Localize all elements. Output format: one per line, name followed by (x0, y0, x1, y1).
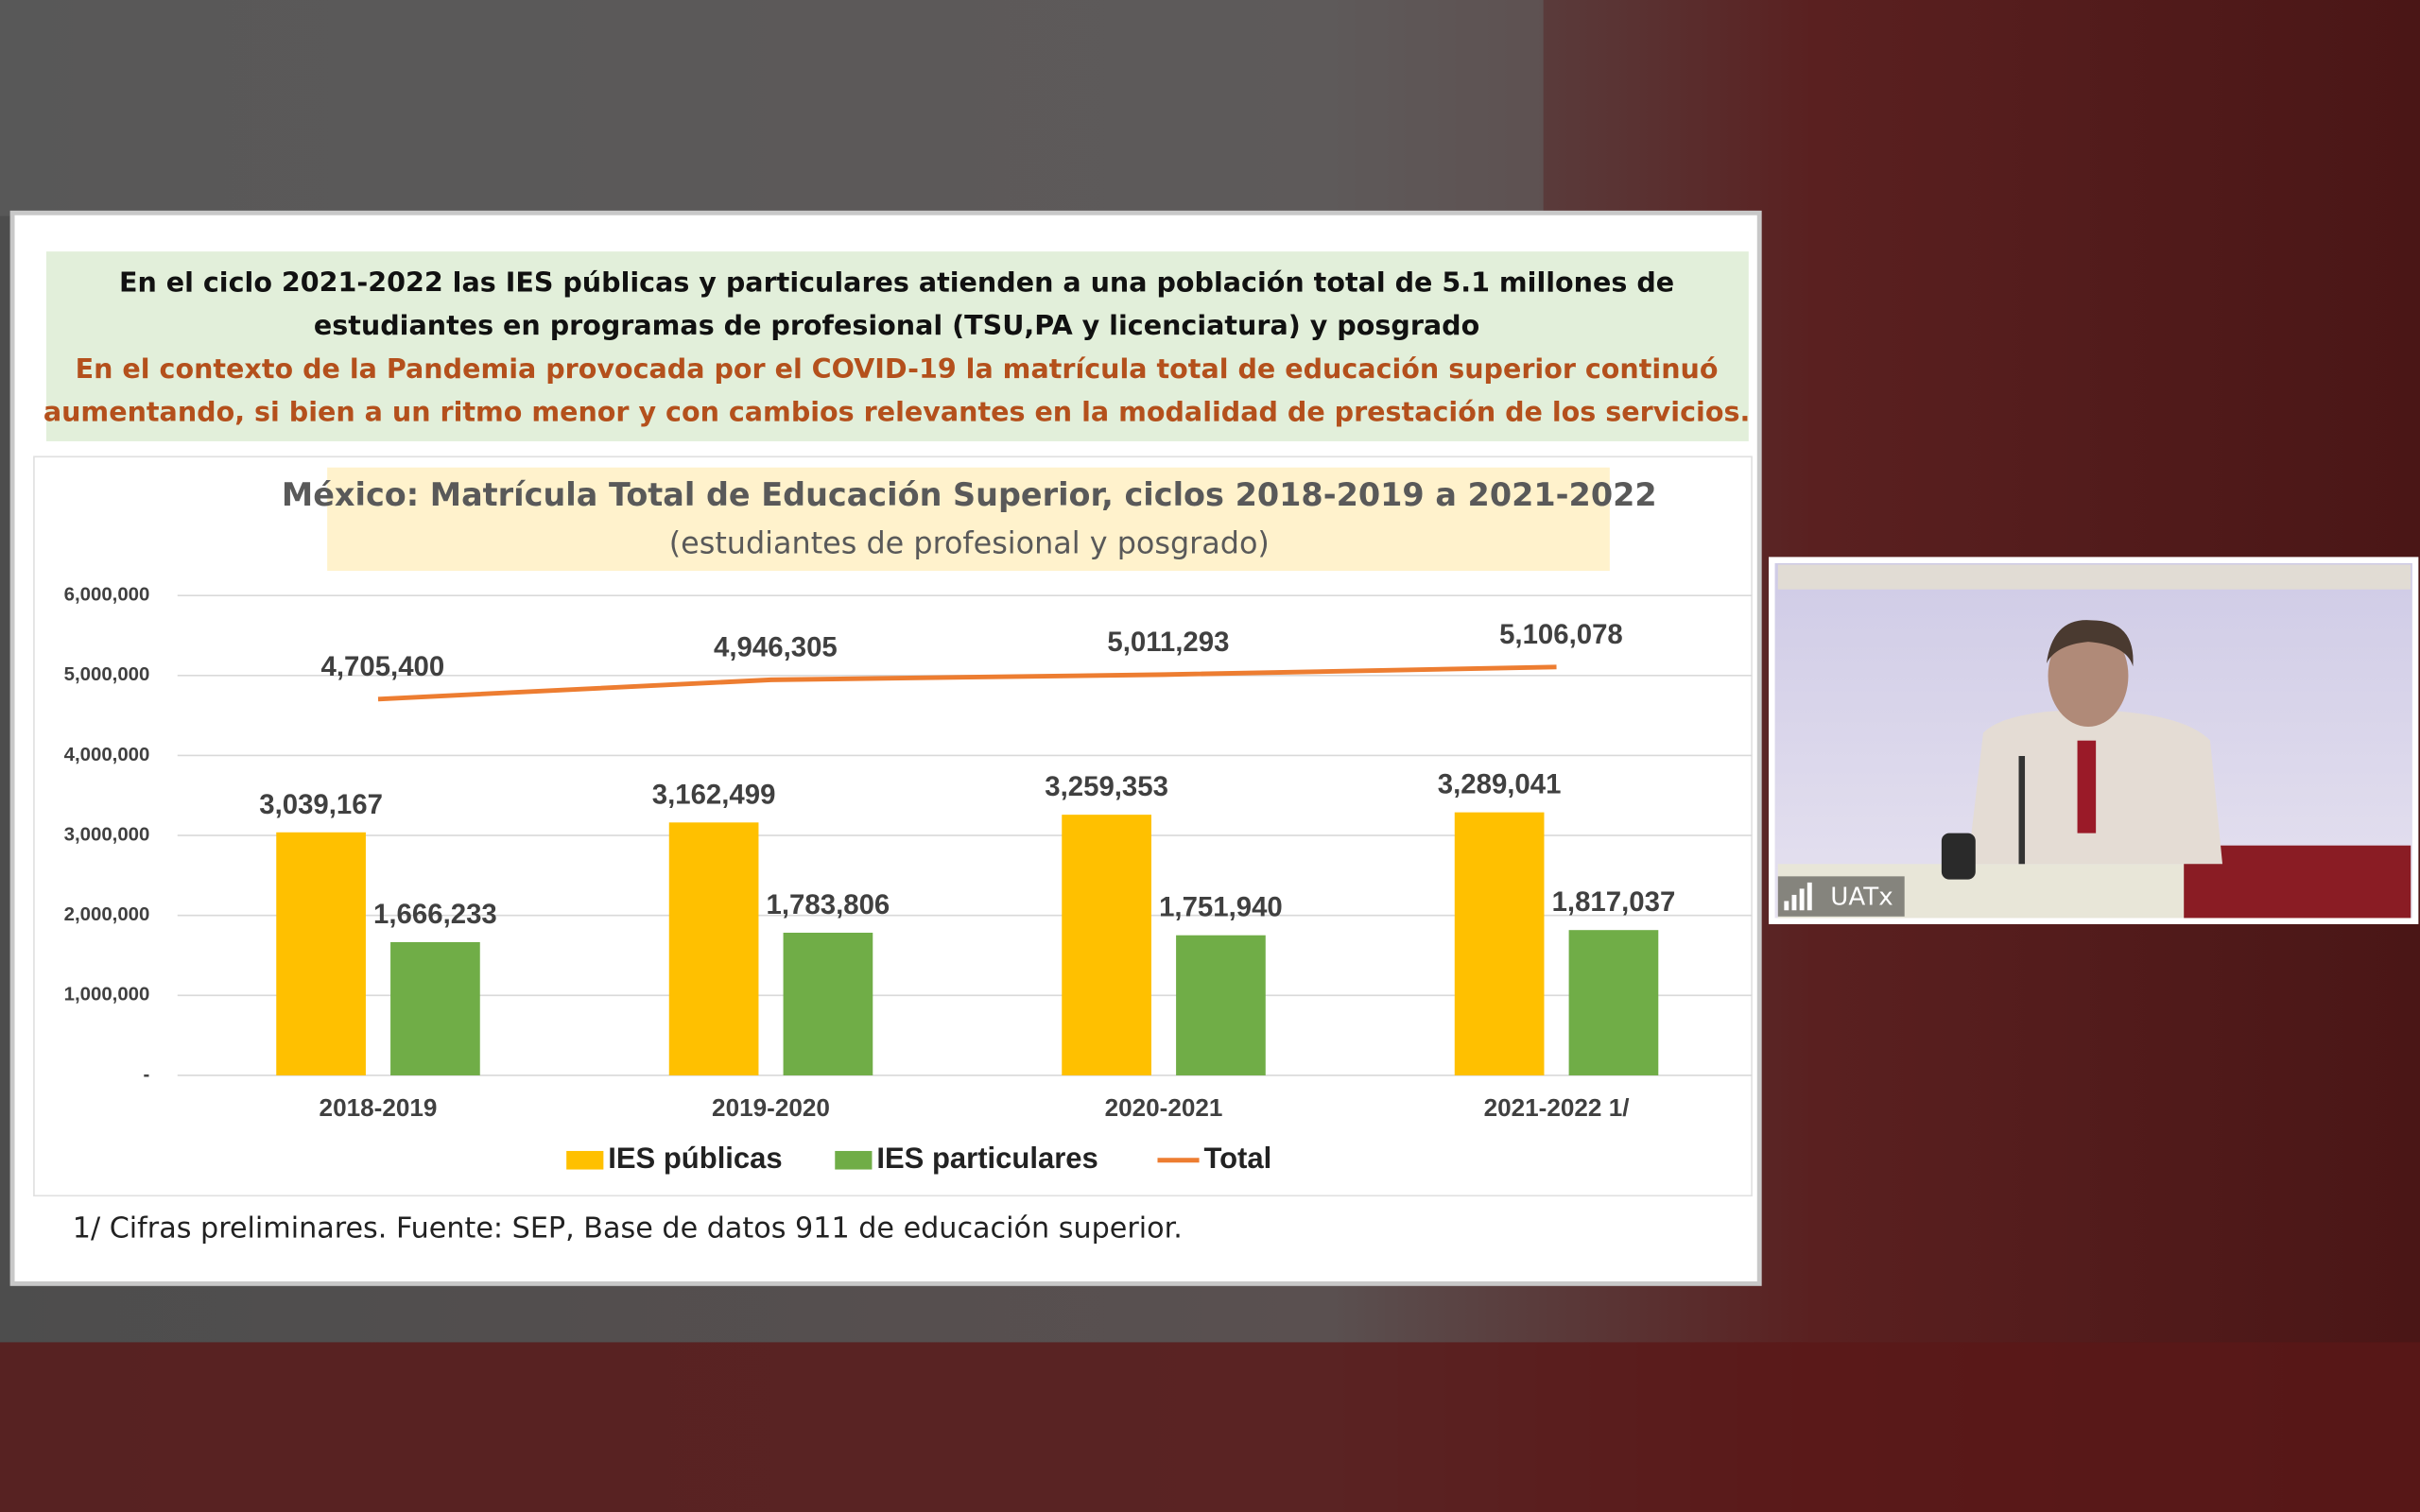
y-tick-label: 1,000,000 (64, 985, 150, 1005)
x-tick-label: 2020-2021 (1105, 1093, 1223, 1122)
data-label: 3,162,499 (652, 779, 776, 810)
video-person (2046, 620, 2134, 667)
legend-swatch (566, 1150, 604, 1170)
bar (276, 832, 366, 1075)
title-box (327, 467, 1610, 572)
bar (1062, 815, 1151, 1075)
y-tick-label: 5,000,000 (64, 664, 150, 685)
legend-label: IES públicas (608, 1142, 782, 1175)
y-tick-label: 6,000,000 (64, 585, 150, 606)
bar (783, 933, 873, 1075)
video-decor (1777, 564, 2411, 590)
line (377, 664, 1557, 702)
background-blur (0, 1342, 2420, 1512)
video-object (1941, 833, 1976, 880)
data-label: 5,106,078 (1499, 619, 1623, 650)
data-label: 3,289,041 (1438, 769, 1562, 800)
data-label: 3,259,353 (1045, 771, 1168, 802)
headline: En el ciclo 2021-2022 las IES públicas y… (119, 266, 1674, 298)
y-tick-label: 4,000,000 (64, 745, 150, 765)
y-tick-label: 2,000,000 (64, 904, 150, 925)
chart-subtitle: (estudiantes de profesional y posgrado) (669, 524, 1270, 560)
data-label: 3,039,167 (259, 789, 383, 820)
data-label: 1,783,806 (767, 889, 890, 920)
legend-label: Total (1203, 1142, 1271, 1175)
data-label: 4,705,400 (321, 651, 445, 682)
chart: - 1,000,000 2,000,000 3,000,000 4,000,000 5,0… (64, 585, 1753, 1175)
video-person (2077, 740, 2097, 833)
context: aumentando, si bien a un ritmo menor y c… (43, 396, 1750, 428)
signal-icon (1784, 882, 1812, 911)
data-label: 1,817,037 (1552, 886, 1676, 918)
bar (390, 941, 480, 1075)
x-tick-label: 2021-2022 1/ (1484, 1093, 1630, 1122)
data-label: 1,666,233 (373, 899, 497, 930)
headline: estudiantes en programas de profesional … (314, 309, 1479, 341)
legend-swatch (835, 1150, 873, 1170)
legend-label: IES particulares (876, 1142, 1098, 1175)
video-label-bg (1777, 876, 1905, 917)
data-label: 5,011,293 (1107, 627, 1229, 658)
data-label: 4,946,305 (714, 631, 838, 662)
x-tick-label: 2019-2020 (712, 1093, 830, 1122)
y-tick-label: 3,000,000 (64, 824, 150, 845)
video-label: UATx (1830, 884, 1893, 912)
bar (1176, 935, 1266, 1075)
bar (1568, 930, 1659, 1075)
background-blur (0, 0, 1544, 216)
video-object (2018, 756, 2026, 865)
data-label: 1,751,940 (1159, 892, 1283, 923)
video-person (2048, 625, 2129, 727)
chart-title: México: Matrícula Total de Educación Sup… (282, 476, 1657, 513)
footnote: 1/ Cifras preliminares. Fuente: SEP, Bas… (73, 1212, 1183, 1246)
bar (1454, 812, 1545, 1075)
x-tick-label: 2018-2019 (320, 1093, 438, 1122)
bar (668, 822, 759, 1075)
headline-box (45, 251, 1749, 441)
context: En el contexto de la Pandemia provocada … (76, 352, 1719, 385)
y-tick-label: - (144, 1064, 150, 1085)
